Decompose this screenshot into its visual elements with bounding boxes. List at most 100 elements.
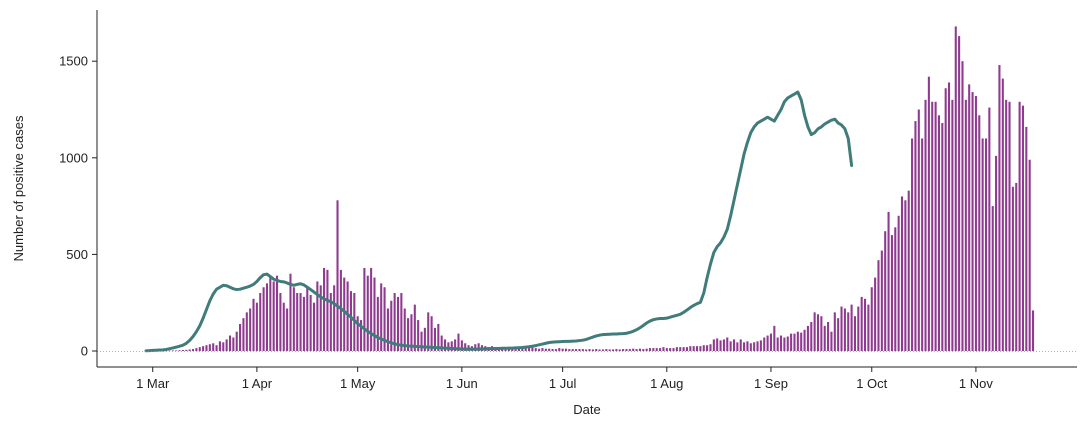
- bar: [937, 115, 940, 351]
- bar: [595, 349, 598, 351]
- bar: [175, 350, 178, 351]
- bar: [864, 298, 867, 351]
- bar: [615, 349, 618, 351]
- y-tick-label: 500: [66, 247, 88, 262]
- x-tick-label: 1 Jun: [446, 376, 478, 391]
- bar: [363, 267, 366, 351]
- bar: [860, 296, 863, 351]
- bar: [319, 285, 322, 351]
- bar: [655, 348, 658, 351]
- y-tick-label: 1000: [59, 150, 88, 165]
- bar: [921, 138, 924, 351]
- bar: [403, 308, 406, 351]
- bar: [407, 318, 410, 351]
- bar: [867, 304, 870, 351]
- bar: [276, 275, 279, 351]
- bar: [356, 316, 359, 351]
- bar: [783, 337, 786, 351]
- bar: [349, 291, 352, 351]
- bar: [299, 293, 302, 351]
- bar: [538, 348, 541, 351]
- bar: [625, 349, 628, 351]
- bar: [685, 347, 688, 351]
- bar: [806, 325, 809, 351]
- bar: [232, 337, 235, 351]
- bar: [588, 349, 591, 351]
- bar: [269, 277, 272, 351]
- bar: [578, 349, 581, 351]
- x-axis-title: Date: [573, 402, 600, 417]
- bar: [981, 138, 984, 351]
- bar: [722, 339, 725, 351]
- bar: [386, 308, 389, 351]
- bar: [259, 293, 262, 351]
- bar: [181, 350, 184, 351]
- bar: [810, 322, 813, 351]
- bar: [712, 339, 715, 351]
- bar: [376, 296, 379, 351]
- bar: [427, 312, 430, 351]
- bar: [756, 341, 759, 351]
- bar: [911, 138, 914, 351]
- bar: [423, 327, 426, 351]
- bar: [534, 348, 537, 351]
- bar: [736, 342, 739, 351]
- bar: [396, 296, 400, 351]
- bar: [813, 312, 816, 351]
- bar: [816, 314, 820, 351]
- bar: [1011, 186, 1014, 351]
- bar: [958, 36, 961, 351]
- bar: [228, 335, 232, 351]
- bar: [853, 316, 856, 351]
- series-line: [144, 90, 854, 353]
- bar: [370, 267, 373, 351]
- bar: [272, 281, 275, 351]
- bar: [1008, 101, 1011, 352]
- bar: [323, 267, 326, 351]
- bar: [716, 338, 719, 351]
- bar: [528, 348, 531, 351]
- bar: [749, 343, 752, 351]
- bar: [763, 337, 766, 351]
- bar: [195, 348, 198, 351]
- bar: [544, 348, 547, 351]
- bar: [632, 348, 635, 351]
- bar: [185, 349, 188, 351]
- bar: [971, 92, 974, 352]
- bar: [793, 333, 796, 351]
- bar: [212, 343, 215, 351]
- bar: [917, 109, 920, 351]
- bar: [601, 349, 604, 351]
- bar: [390, 300, 393, 351]
- bar: [541, 348, 544, 351]
- bar: [316, 281, 319, 351]
- x-tick-label: 1 Jul: [549, 376, 577, 391]
- bar: [739, 339, 742, 351]
- bar: [743, 342, 746, 351]
- bar: [575, 349, 578, 351]
- bar: [995, 155, 998, 351]
- bar: [558, 348, 561, 351]
- bar: [726, 337, 729, 351]
- bar: [585, 349, 588, 351]
- bar: [225, 339, 228, 351]
- bar: [702, 345, 705, 351]
- bar: [265, 283, 268, 351]
- bar: [521, 347, 524, 351]
- bar: [843, 308, 846, 351]
- bar: [383, 287, 386, 351]
- x-tick-label: 1 Apr: [242, 376, 273, 391]
- bar: [766, 335, 769, 351]
- bar: [329, 293, 332, 351]
- bar: [830, 331, 833, 351]
- bar: [837, 318, 840, 351]
- bar: [857, 306, 860, 351]
- bar: [894, 227, 897, 351]
- bar: [823, 325, 826, 351]
- bar: [450, 341, 453, 351]
- bar: [393, 293, 396, 351]
- bar: [914, 121, 917, 351]
- bar: [682, 347, 685, 351]
- bar: [800, 332, 803, 351]
- y-tick-label: 0: [81, 344, 88, 359]
